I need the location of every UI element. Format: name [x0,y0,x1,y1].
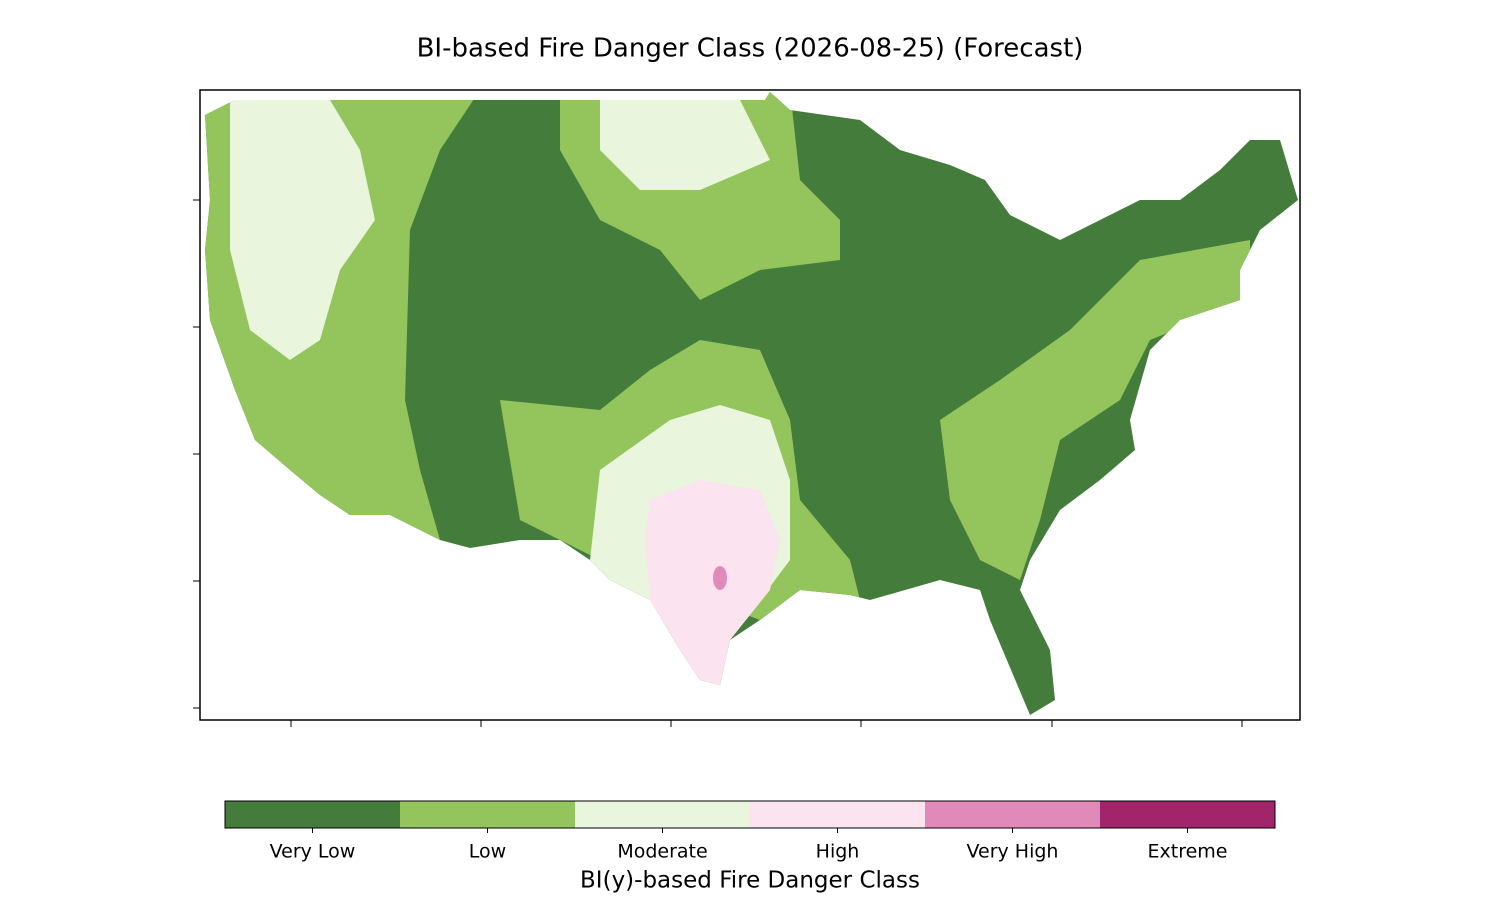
region-low-east [940,240,1250,580]
axis-ticks [193,199,1243,727]
colorbar: Very Low Low Moderate High Very High Extreme [224,800,1276,863]
colorbar-segment [575,801,750,828]
colorbar-segment [925,801,1100,828]
colorbar-outline [224,800,1276,829]
region-moderate-north [600,100,770,190]
colorbar-segment [400,801,575,828]
map-title: BI-based Fire Danger Class (2026-08-25) … [417,34,1084,64]
colorbar-label: Low [469,841,506,863]
colorbar-label: Very Low [270,841,356,863]
colorbar-label: Extreme [1148,841,1228,863]
colorbar-segment [225,801,400,828]
map [205,92,1298,715]
colorbar-segment [750,801,925,828]
colorbar-label: High [816,841,860,863]
region-moderate-west [230,100,375,360]
colorbar-title: BI(y)-based Fire Danger Class [580,868,920,894]
map-frame [199,89,1301,721]
colorbar-label: Very High [967,841,1059,863]
region-high [645,480,780,690]
region-very-high [713,566,727,590]
colorbar-label: Moderate [617,841,707,863]
colorbar-segment [1100,801,1275,828]
